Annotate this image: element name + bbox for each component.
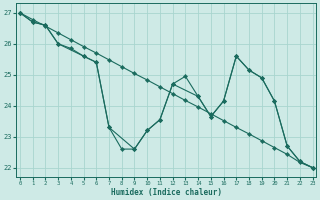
X-axis label: Humidex (Indice chaleur): Humidex (Indice chaleur) <box>111 188 222 197</box>
